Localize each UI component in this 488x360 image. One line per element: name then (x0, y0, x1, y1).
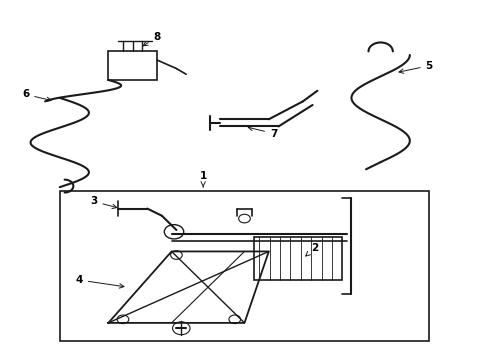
Text: 1: 1 (199, 171, 206, 187)
Text: 7: 7 (248, 126, 277, 139)
Bar (254, 237, 341, 280)
Text: 6: 6 (22, 89, 51, 102)
Text: 2: 2 (305, 243, 318, 256)
Text: 8: 8 (143, 32, 160, 46)
Bar (60, 191, 428, 341)
Text: 5: 5 (398, 61, 432, 73)
Bar (108, 51, 157, 80)
Text: 4: 4 (75, 275, 124, 288)
Text: 3: 3 (90, 197, 117, 208)
